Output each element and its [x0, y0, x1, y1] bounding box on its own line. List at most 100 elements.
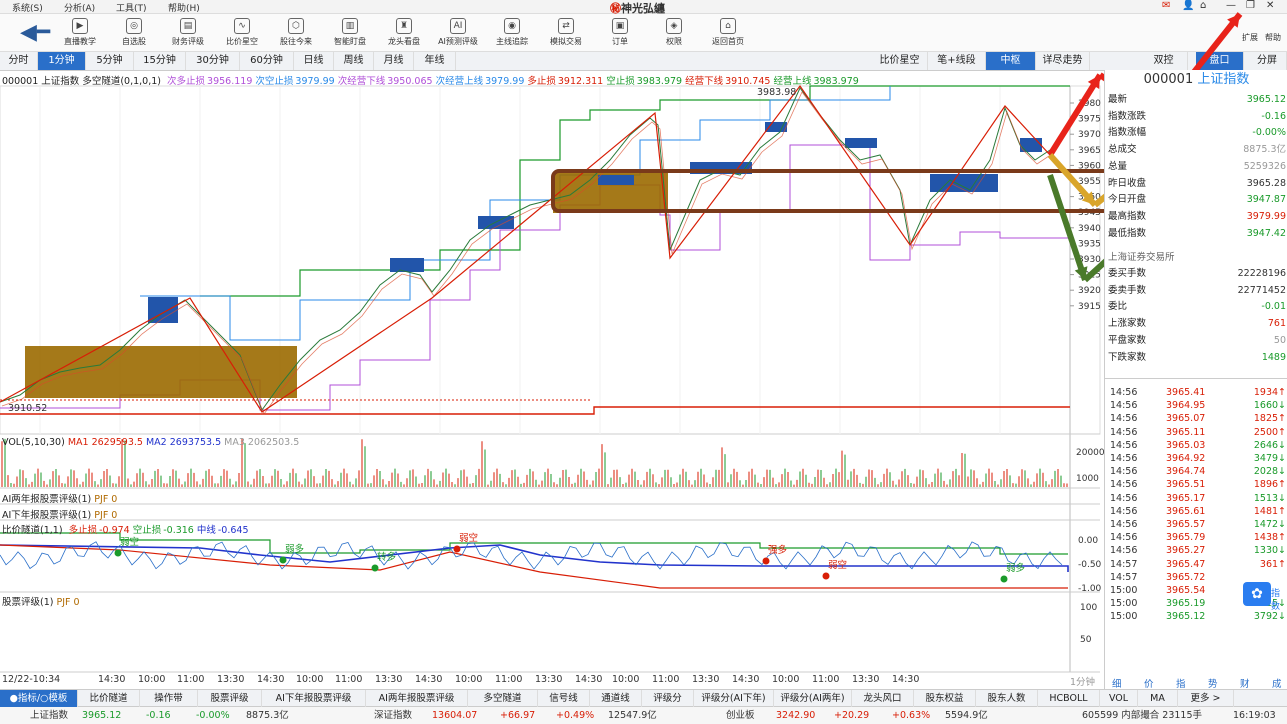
- menu-system[interactable]: 系统(S): [12, 4, 43, 14]
- view-tab-0[interactable]: 比价星空: [872, 52, 928, 70]
- indicator-tab-3[interactable]: 股票评级: [198, 690, 262, 707]
- legend-item-value: 3979.99: [295, 76, 335, 87]
- stat-key: 平盘家数: [1108, 334, 1147, 346]
- tick-time: 15:00: [1110, 598, 1138, 610]
- minimize-icon[interactable]: —: [1226, 0, 1236, 11]
- indicator-tab-7[interactable]: 信号线: [538, 690, 590, 707]
- toolbar-item-8[interactable]: ◉ 主线追踪: [484, 18, 540, 47]
- indicator-tab-6[interactable]: 多空隧道: [468, 690, 538, 707]
- time-label: 11:00: [495, 674, 523, 685]
- restore-icon[interactable]: ❐: [1246, 0, 1255, 11]
- ai-assistant-icon[interactable]: ✿: [1243, 582, 1271, 606]
- period-tab-3[interactable]: 15分钟: [134, 52, 186, 70]
- indicator-tab-17[interactable]: MA: [1138, 690, 1178, 707]
- legend-item-0: 次多止损 3956.119: [167, 76, 252, 87]
- period-tab-2[interactable]: 5分钟: [86, 52, 134, 70]
- toolbar-item-9[interactable]: ⇄ 模拟交易: [538, 18, 594, 47]
- tick-row: 14:57 3965.72: [1108, 571, 1286, 584]
- toolbar-item-6[interactable]: ♜ 龙头看盘: [376, 18, 432, 47]
- period-tab-7[interactable]: 周线: [334, 52, 374, 70]
- toolbar-extend-button[interactable]: 扩展: [1242, 33, 1258, 42]
- user-icon[interactable]: 👤: [1182, 0, 1195, 11]
- sub3-item-1: 空止损 -0.316: [133, 525, 194, 536]
- indicator-tab-12[interactable]: 龙头风口: [852, 690, 914, 707]
- legend-item-3: 次经营上线 3979.99: [436, 76, 525, 87]
- vol-axis-label: 20000: [1076, 448, 1105, 458]
- toolbar-item-10[interactable]: ▣ 订单: [592, 18, 648, 47]
- sub3-legend: 比价隧道(1,1) 多止损 -0.974 空止损 -0.316 中线 -0.645: [2, 522, 248, 536]
- app-title: ㊙神光弘纏: [610, 0, 665, 16]
- toolbar-item-0[interactable]: ▶ 直播教学: [52, 18, 108, 47]
- legend-item-2: 次经营下线 3950.065: [338, 76, 433, 87]
- view-tab-2[interactable]: 中枢: [986, 52, 1036, 70]
- indicator-tab-4[interactable]: AI下年报股票评级: [262, 690, 366, 707]
- message-icon[interactable]: ✉: [1162, 0, 1171, 11]
- period-tab-0[interactable]: 分时: [0, 52, 38, 70]
- tick-row: 14:56 3965.17 1513↓: [1108, 492, 1286, 505]
- period-tab-6[interactable]: 日线: [294, 52, 334, 70]
- quote-value: 5259326: [1243, 160, 1286, 172]
- indicator-tab-9[interactable]: 评级分: [642, 690, 694, 707]
- tick-time: 14:56: [1110, 492, 1138, 504]
- indicator-tab-11[interactable]: 评级分(AI两年): [774, 690, 852, 707]
- panel-tab-0[interactable]: 双控: [1140, 52, 1188, 70]
- toolbar-item-2[interactable]: ▤ 财务评级: [160, 18, 216, 47]
- indicator-tab-8[interactable]: 通道线: [590, 690, 642, 707]
- back-arrow-icon[interactable]: ◀━: [20, 20, 51, 45]
- toolbar-item-11[interactable]: ◈ 权限: [646, 18, 702, 47]
- tick-time: 14:56: [1110, 400, 1138, 412]
- quote-row: 总成交 8875.3亿: [1108, 142, 1286, 158]
- period-tab-5[interactable]: 60分钟: [240, 52, 294, 70]
- stat-key: 委卖手数: [1108, 284, 1147, 296]
- legend-name: 上证指数: [41, 76, 80, 87]
- close-icon[interactable]: ✕: [1266, 0, 1275, 11]
- menu-help[interactable]: 帮助(H): [168, 4, 200, 14]
- toolbar-help-button[interactable]: 帮助: [1265, 33, 1281, 42]
- quote-tab-0[interactable]: 细: [1112, 679, 1122, 690]
- tick-price: 3965.72: [1166, 571, 1206, 583]
- shirt-icon[interactable]: ⌂: [1200, 0, 1207, 11]
- period-tab-4[interactable]: 30分钟: [186, 52, 240, 70]
- menu-tools[interactable]: 工具(T): [116, 4, 147, 14]
- toolbar-item-5[interactable]: ▥ 智能盯盘: [322, 18, 378, 47]
- quote-tab-4[interactable]: 财: [1240, 679, 1250, 690]
- indicator-tab-18[interactable]: 更多 >: [1178, 690, 1234, 707]
- quote-tab-5[interactable]: 成: [1272, 679, 1282, 690]
- toolbar-item-icon: ∿: [234, 18, 250, 34]
- sub4-pjf: PJF 0: [56, 597, 80, 608]
- indicator-tab-16[interactable]: VOL: [1100, 690, 1138, 707]
- indicator-tab-0[interactable]: ●指标/○模板: [0, 690, 78, 707]
- indicator-tab-14[interactable]: 股东人数: [976, 690, 1038, 707]
- period-tab-9[interactable]: 年线: [414, 52, 456, 70]
- toolbar-item-7[interactable]: AI AI预测评级: [430, 18, 486, 47]
- tick-row: 14:56 3965.07 1825↑: [1108, 412, 1286, 425]
- view-tab-3[interactable]: 详尽走势: [1036, 52, 1090, 70]
- legend-item-value: 3983.979: [636, 76, 683, 87]
- ai-assistant-label[interactable]: 指数: [1271, 589, 1281, 612]
- indicator-tab-10[interactable]: 评级分(AI下年): [694, 690, 774, 707]
- indicator-tab-13[interactable]: 股东权益: [914, 690, 976, 707]
- indicator-tab-5[interactable]: AI两年报股票评级: [366, 690, 468, 707]
- toolbar-item-12[interactable]: ⌂ 返回首页: [700, 18, 756, 47]
- quote-tab-3[interactable]: 势: [1208, 679, 1218, 690]
- tick-row: 15:00 3965.54: [1108, 584, 1286, 597]
- quote-tab-1[interactable]: 价: [1144, 679, 1154, 690]
- menu-analysis[interactable]: 分析(A): [64, 4, 96, 14]
- toolbar-item-3[interactable]: ∿ 比价星空: [214, 18, 270, 47]
- tick-row: 14:56 3965.27 1330↓: [1108, 544, 1286, 557]
- quote-tab-2[interactable]: 指: [1176, 679, 1186, 690]
- annotation-arrow-up: [1227, 14, 1240, 28]
- view-tab-1[interactable]: 笔+线段: [928, 52, 986, 70]
- period-tab-8[interactable]: 月线: [374, 52, 414, 70]
- time-label: 10:00: [296, 674, 324, 685]
- indicator-tab-15[interactable]: HCBOLL: [1038, 690, 1100, 707]
- status-item-11: 3242.90: [776, 710, 816, 721]
- price-tick-label: 3915: [1078, 302, 1101, 312]
- toolbar-item-1[interactable]: ◎ 自选股: [106, 18, 162, 47]
- quote-key: 最低指数: [1108, 227, 1147, 239]
- indicator-tab-1[interactable]: 比价隧道: [78, 690, 140, 707]
- indicator-tab-2[interactable]: 操作带: [140, 690, 198, 707]
- toolbar-item-4[interactable]: ⬡ 股往今来: [268, 18, 324, 47]
- stat-key: 委比: [1108, 301, 1128, 313]
- period-tab-1[interactable]: 1分钟: [38, 52, 86, 70]
